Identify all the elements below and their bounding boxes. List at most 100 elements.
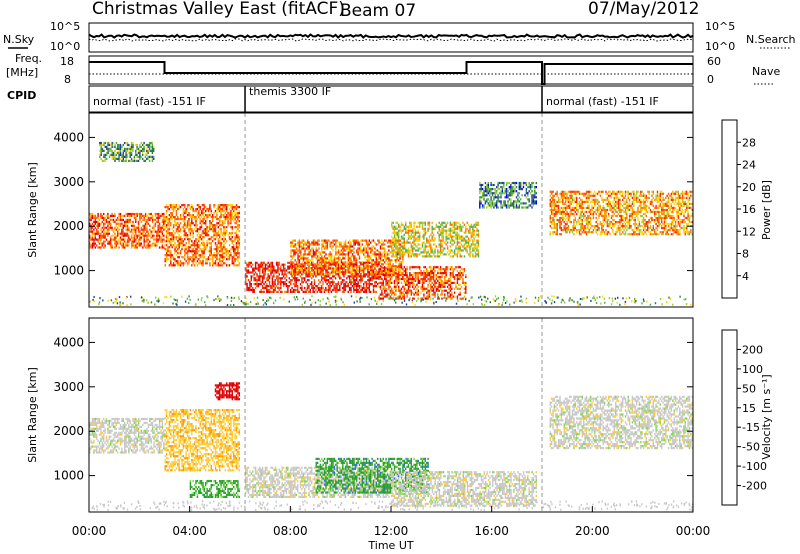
- range-gate-cell: [233, 250, 235, 253]
- range-gate-cell: [442, 268, 445, 271]
- range-gate-cell: [181, 238, 183, 241]
- range-gate-cell: [98, 224, 101, 227]
- range-gate-cell: [94, 220, 96, 223]
- range-gate-cell: [459, 227, 461, 230]
- range-gate-cell: [563, 221, 565, 224]
- range-gate-cell: [139, 218, 141, 221]
- range-gate-cell: [398, 272, 400, 275]
- range-gate-cell: [549, 219, 551, 222]
- range-gate-cell: [146, 214, 148, 217]
- range-gate-cell: [323, 239, 326, 242]
- range-gate-cell: [438, 243, 440, 246]
- range-gate-cell: [186, 262, 189, 265]
- range-gate-cell: [563, 227, 565, 230]
- range-gate-cell: [268, 263, 271, 266]
- range-gate-cell: [339, 286, 341, 290]
- range-gate-cell: [182, 244, 185, 247]
- range-gate-cell: [332, 259, 334, 262]
- range-gate-cell: [280, 265, 282, 268]
- range-gate-cell: [431, 221, 433, 224]
- range-gate-cell: [341, 281, 344, 284]
- range-gate-cell: [323, 273, 326, 276]
- range-gate-cell: [125, 149, 127, 152]
- range-gate-cell: [414, 274, 417, 277]
- range-gate-cell: [424, 245, 426, 248]
- range-gate-cell: [199, 238, 201, 241]
- range-gate-cell: [124, 224, 126, 227]
- range-gate-cell: [354, 241, 356, 244]
- range-gate-cell: [298, 239, 301, 242]
- range-gate-cell: [476, 223, 478, 226]
- range-gate-cell: [206, 214, 208, 217]
- range-gate-cell: [278, 277, 281, 280]
- range-gate-cell: [449, 235, 452, 238]
- range-gate-cell: [157, 220, 159, 223]
- range-gate-cell: [393, 241, 396, 244]
- range-gate-cell: [181, 240, 183, 243]
- range-gate-cell: [164, 218, 166, 221]
- range-gate-cell: [252, 271, 254, 274]
- range-gate-cell: [151, 149, 154, 152]
- range-gate-cell: [112, 153, 115, 156]
- range-gate-cell: [172, 262, 175, 265]
- range-gate-cell: [301, 261, 303, 264]
- range-gate-cell: [205, 258, 207, 261]
- range-gate-cell: [304, 271, 306, 274]
- range-gate-cell: [399, 295, 401, 298]
- range-gate-cell: [326, 275, 328, 278]
- range-gate-cell: [293, 249, 295, 252]
- range-gate-cell: [163, 212, 165, 216]
- range-gate-cell: [560, 229, 563, 232]
- range-gate-cell: [564, 200, 567, 203]
- range-gate-cell: [193, 256, 196, 259]
- range-gate-cell: [416, 291, 418, 294]
- range-gate-cell: [124, 240, 126, 243]
- range-gate-cell: [171, 244, 173, 247]
- range-gate-cell: [212, 226, 214, 229]
- range-gate-cell: [219, 222, 221, 225]
- range-gate-cell: [301, 288, 303, 292]
- range-gate-cell: [161, 218, 164, 221]
- range-gate-cell: [455, 227, 457, 230]
- range-gate-cell: [206, 218, 208, 221]
- range-gate-cell: [322, 273, 324, 276]
- range-gate-cell: [195, 250, 197, 253]
- range-gate-cell: [100, 149, 102, 152]
- range-gate-cell: [219, 204, 221, 207]
- range-gate-cell: [372, 269, 375, 272]
- range-gate-cell: [444, 289, 446, 292]
- range-gate-cell: [164, 228, 166, 231]
- range-gate-cell: [386, 255, 389, 258]
- range-gate-cell: [402, 251, 404, 254]
- range-gate-cell: [402, 293, 404, 296]
- range-gate-cell: [210, 246, 212, 249]
- range-gate-cell: [332, 249, 334, 252]
- range-gate-cell: [115, 240, 117, 243]
- range-gate-cell: [118, 145, 120, 148]
- range-gate-cell: [552, 194, 554, 197]
- range-gate-cell: [122, 157, 124, 160]
- range-gate-cell: [188, 242, 190, 245]
- range-gate-cell: [100, 246, 102, 249]
- range-gate-cell: [139, 244, 141, 247]
- range-gate-cell: [133, 234, 136, 237]
- range-gate-cell: [237, 234, 239, 237]
- range-gate-cell: [108, 155, 111, 158]
- range-gate-cell: [301, 279, 303, 282]
- range-gate-cell: [385, 239, 387, 242]
- range-gate-cell: [154, 212, 157, 216]
- range-gate-cell: [377, 249, 379, 252]
- range-gate-cell: [182, 242, 185, 245]
- range-gate-cell: [393, 268, 396, 271]
- range-gate-cell: [130, 149, 133, 152]
- range-gate-cell: [246, 283, 248, 286]
- range-gate-cell: [121, 230, 123, 233]
- range-gate-cell: [257, 277, 260, 280]
- range-gate-cell: [329, 261, 331, 264]
- range-gate-cell: [350, 265, 352, 268]
- range-gate-cell: [439, 272, 442, 275]
- range-gate-cell: [339, 277, 341, 280]
- range-gate-cell: [124, 234, 126, 237]
- range-gate-cell: [199, 218, 201, 221]
- range-gate-cell: [285, 285, 288, 288]
